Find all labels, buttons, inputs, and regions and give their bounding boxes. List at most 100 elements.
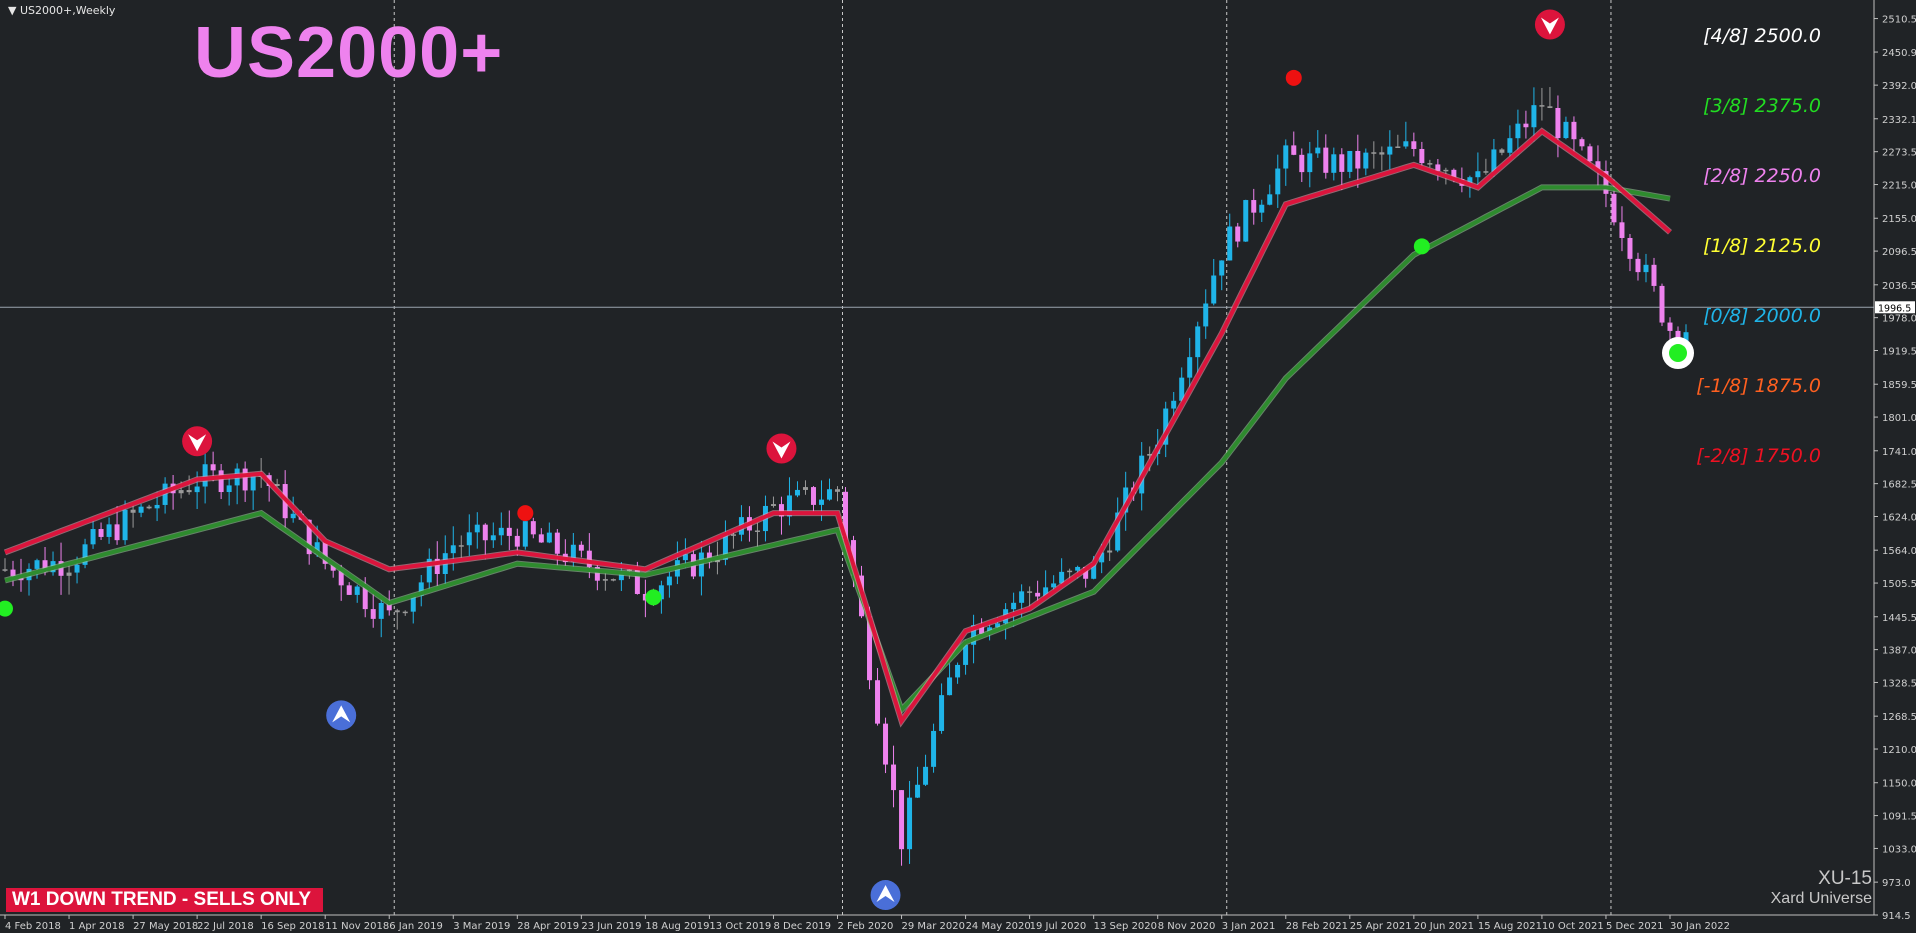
- y-tick-label: 2450.9: [1882, 48, 1916, 59]
- candle-body: [867, 616, 873, 681]
- candle-body: [1331, 154, 1337, 173]
- candle-body: [130, 509, 136, 513]
- candle-body: [1347, 150, 1353, 172]
- candle-body: [1075, 566, 1081, 571]
- y-tick-label: 1387.0: [1882, 646, 1916, 657]
- y-tick-label: 1859.5: [1882, 380, 1916, 391]
- candle-body: [1531, 105, 1537, 128]
- candle-body: [202, 464, 208, 487]
- candle-body: [1499, 149, 1505, 153]
- candle-body: [1147, 453, 1153, 456]
- candle-body: [1299, 154, 1305, 173]
- candle-body: [915, 784, 921, 798]
- candle-body: [1171, 400, 1177, 409]
- green-dot-signal: [1413, 238, 1430, 255]
- candle-body: [346, 585, 352, 595]
- candle-body: [1371, 152, 1377, 154]
- candle-body: [730, 534, 736, 536]
- y-tick-label: 2215.0: [1882, 181, 1916, 192]
- candle-body: [218, 470, 224, 493]
- candle-body: [1651, 264, 1657, 286]
- candle-body: [770, 504, 776, 506]
- candle-body: [314, 542, 320, 555]
- candle-body: [322, 542, 328, 564]
- candle-body: [875, 680, 881, 724]
- candle-body: [1619, 222, 1625, 238]
- signals: [0, 9, 1695, 911]
- x-tick-label: 6 Jan 2019: [389, 921, 443, 932]
- candle-body: [1611, 193, 1617, 223]
- candle-body: [754, 530, 760, 532]
- candle-body: [1419, 148, 1425, 164]
- y-tick-label: 2332.1: [1882, 115, 1916, 126]
- candle-body: [1491, 149, 1497, 172]
- candle-body: [1011, 602, 1017, 610]
- buy-signal-arrow: [332, 705, 351, 723]
- candle-body: [923, 766, 929, 785]
- candle-body: [146, 506, 152, 509]
- green-dot-signal: [0, 600, 13, 617]
- candle-body: [178, 490, 184, 494]
- murrey-level-label: [3/8] 2375.0: [1703, 95, 1821, 117]
- red-dot-signal: [517, 505, 534, 522]
- candle-body: [1603, 171, 1609, 194]
- x-tick-label: 27 May 2018: [133, 921, 198, 932]
- x-tick-label: 18 Aug 2019: [645, 921, 709, 932]
- candle-body: [1435, 164, 1441, 171]
- green-dot-signal: [645, 589, 662, 606]
- candle-body: [194, 486, 200, 493]
- candle-body: [138, 506, 144, 513]
- candle-body: [1099, 552, 1105, 563]
- moving-averages: [3, 127, 1672, 728]
- candle-body: [426, 558, 432, 583]
- candle-body: [458, 545, 464, 547]
- candle-body: [931, 730, 937, 767]
- candle-body: [1475, 171, 1481, 178]
- candle-body: [210, 464, 216, 471]
- x-tick-label: 28 Feb 2021: [1286, 921, 1348, 932]
- candle-body: [490, 535, 496, 541]
- sell-signal-arrow: [1540, 17, 1559, 35]
- candle-body: [602, 579, 608, 581]
- candle-body: [338, 570, 344, 586]
- slow-ma-line: [4, 185, 1671, 714]
- x-tick-label: 13 Oct 2019: [709, 921, 771, 932]
- x-tick-label: 30 Jan 2022: [1670, 921, 1730, 932]
- candle-body: [947, 677, 953, 696]
- murrey-level-label: [2/8] 2250.0: [1703, 165, 1821, 187]
- candle-body: [1571, 121, 1577, 140]
- candle-body: [1307, 153, 1313, 173]
- candle-body: [835, 489, 840, 492]
- brand-name: Xard Universe: [1770, 890, 1872, 907]
- candle-body: [1291, 145, 1297, 155]
- candle-body: [66, 572, 72, 576]
- candle-body: [1203, 303, 1209, 327]
- candle-body: [274, 484, 280, 486]
- candle-body: [10, 569, 16, 577]
- symbol-label[interactable]: ▼ US2000+,Weekly: [8, 4, 116, 17]
- candle-body: [1267, 194, 1273, 205]
- candle-body: [1067, 570, 1073, 573]
- candle-body: [1539, 105, 1545, 107]
- x-tick-label: 25 Apr 2021: [1350, 921, 1412, 932]
- candle-body: [1595, 161, 1601, 172]
- x-tick-label: 11 Nov 2018: [325, 921, 389, 932]
- candle-body: [1443, 169, 1449, 172]
- green-ring-dot: [1669, 344, 1688, 363]
- candle-body: [1355, 150, 1361, 169]
- candle-body: [1563, 121, 1569, 139]
- y-tick-label: 914.5: [1882, 911, 1911, 922]
- x-tick-label: 29 Mar 2020: [902, 921, 965, 932]
- candle-body: [1555, 107, 1561, 139]
- candle-body: [1579, 139, 1585, 147]
- x-tick-label: 8 Dec 2019: [773, 921, 831, 932]
- y-tick-label: 1210.0: [1882, 745, 1916, 756]
- candle-body: [186, 490, 192, 493]
- candle-body: [810, 487, 816, 505]
- brand-code: XU-15: [1818, 868, 1872, 889]
- candle-body: [386, 602, 392, 611]
- x-tick-label: 5 Dec 2021: [1606, 921, 1664, 932]
- chart-title: US2000+: [194, 13, 504, 93]
- x-tick-label: 4 Feb 2018: [5, 921, 61, 932]
